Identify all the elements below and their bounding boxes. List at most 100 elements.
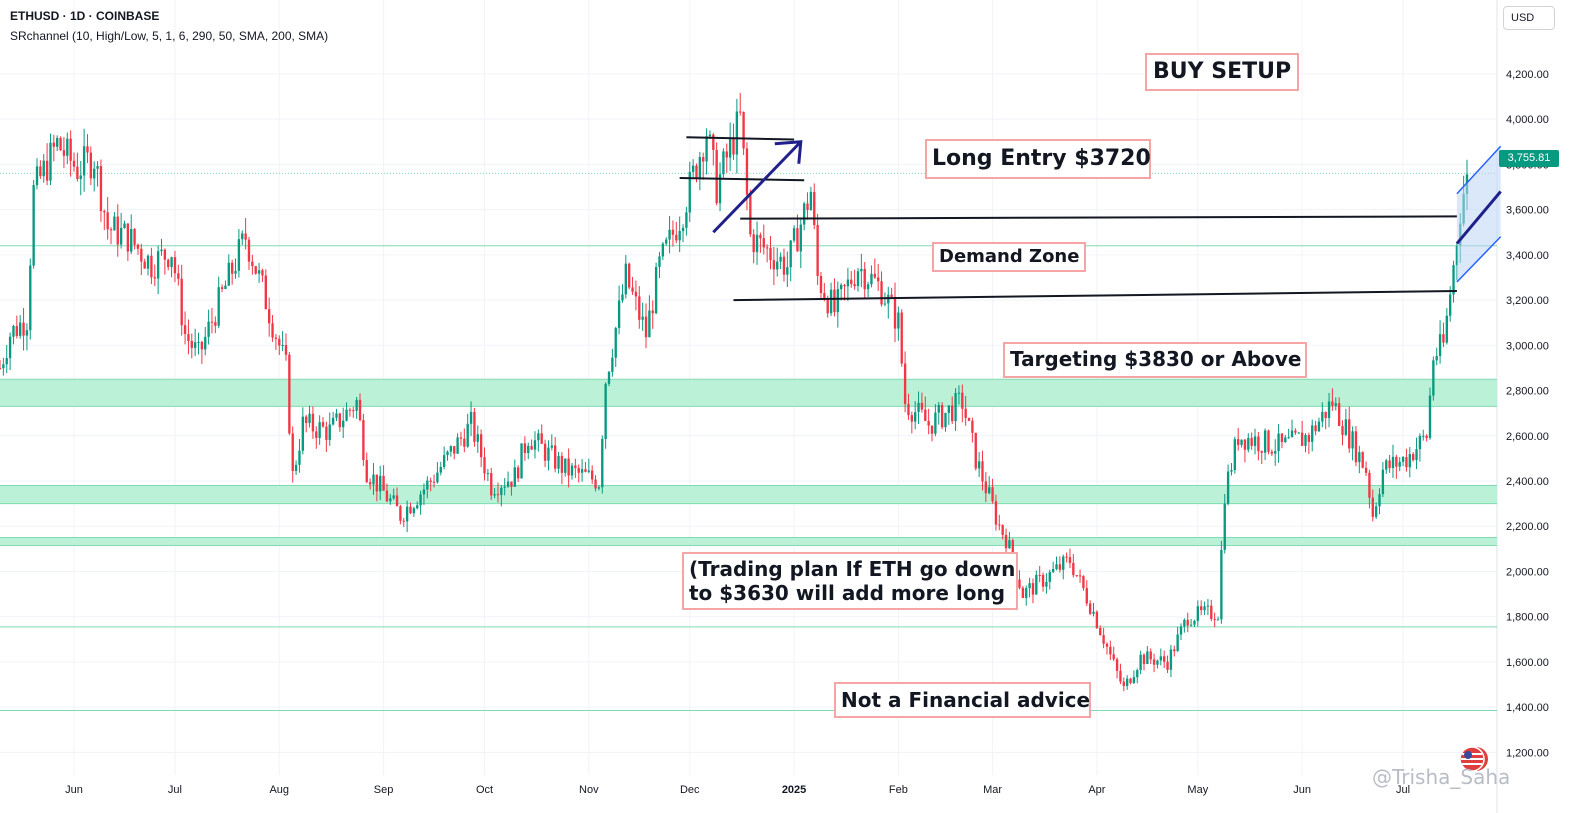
candle-body bbox=[1277, 433, 1280, 452]
candle-body bbox=[1169, 649, 1173, 670]
candle-body bbox=[1041, 574, 1045, 587]
candle-body bbox=[611, 357, 614, 372]
time-tick-label: Jul bbox=[168, 784, 182, 796]
candle-body bbox=[490, 473, 493, 496]
candle-body bbox=[1233, 439, 1237, 471]
candle-body bbox=[15, 325, 19, 336]
candle-body bbox=[877, 277, 880, 282]
candle-body bbox=[1385, 460, 1388, 470]
candle-body bbox=[806, 203, 809, 210]
candle-body bbox=[506, 481, 510, 487]
candle-body bbox=[274, 337, 278, 339]
candle-body bbox=[634, 291, 638, 297]
last-price-badge: 3,755.81 bbox=[1499, 150, 1559, 167]
drawings bbox=[679, 136, 1502, 302]
candle-body bbox=[1136, 670, 1139, 678]
candle-body bbox=[1051, 568, 1055, 573]
candle-body bbox=[500, 487, 503, 496]
candle-body bbox=[1058, 564, 1062, 570]
candle-body bbox=[924, 409, 927, 421]
candle-body bbox=[1166, 661, 1169, 670]
candle-body bbox=[762, 238, 765, 248]
candle-body bbox=[550, 445, 553, 448]
candle-body bbox=[732, 137, 735, 155]
candle-body bbox=[833, 289, 836, 313]
candle-body bbox=[937, 405, 940, 413]
time-tick-label: Mar bbox=[983, 784, 1002, 796]
candle-body bbox=[510, 481, 513, 487]
candle-body bbox=[1152, 659, 1156, 665]
candle-body bbox=[1327, 401, 1331, 419]
candle-body bbox=[1109, 646, 1112, 655]
candle-body bbox=[153, 277, 156, 279]
disclaimer-label[interactable]: Not a Financial advice bbox=[834, 682, 1091, 718]
candle-body bbox=[1156, 660, 1159, 665]
time-tick-label: Dec bbox=[680, 784, 700, 796]
targeting-label[interactable]: Targeting $3830 or Above bbox=[1003, 342, 1307, 378]
candle-body bbox=[395, 495, 399, 507]
candle-body bbox=[294, 464, 298, 471]
candle-body bbox=[917, 402, 920, 413]
trend-line bbox=[733, 290, 1457, 302]
candle-body bbox=[288, 354, 291, 434]
candle-body bbox=[718, 174, 722, 204]
candle-body bbox=[702, 157, 705, 162]
candle-body bbox=[553, 445, 557, 469]
candle-body bbox=[890, 294, 893, 297]
us-flag-icon[interactable] bbox=[1458, 745, 1490, 773]
buy-setup-label[interactable]: BUY SETUP bbox=[1145, 53, 1299, 91]
indicator-title[interactable]: SRchannel (10, High/Low, 5, 1, 6, 290, 5… bbox=[10, 29, 329, 43]
candle-body bbox=[998, 524, 1001, 526]
candle-body bbox=[86, 146, 89, 153]
candle-body bbox=[103, 211, 106, 213]
candle-body bbox=[745, 148, 749, 195]
candle-body bbox=[177, 273, 180, 279]
candle-body bbox=[658, 256, 661, 267]
candle-body bbox=[331, 417, 335, 425]
candle-body bbox=[981, 461, 984, 482]
candle-body bbox=[483, 457, 486, 474]
time-tick-label: Apr bbox=[1088, 784, 1105, 796]
candle-body bbox=[1418, 435, 1422, 450]
symbol-title[interactable]: ETHUSD · 1D · COINBASE bbox=[10, 9, 160, 23]
time-axis[interactable]: Jun Jul Aug Sep Oct Nov Dec 2025 Feb Mar Apr May Jun… bbox=[65, 784, 1410, 796]
candle-body bbox=[116, 216, 119, 245]
currency-selector[interactable]: USD bbox=[1503, 6, 1555, 30]
candle-body bbox=[503, 486, 506, 488]
candle-body bbox=[1274, 451, 1277, 454]
candle-body bbox=[66, 138, 69, 156]
candle-body bbox=[1173, 649, 1176, 652]
candle-body bbox=[119, 228, 123, 245]
channel-upper bbox=[1456, 145, 1502, 195]
candle-body bbox=[1321, 411, 1324, 422]
candle-body bbox=[1243, 439, 1247, 450]
candle-body bbox=[348, 409, 352, 411]
candle-body bbox=[29, 265, 32, 331]
candle-body bbox=[1398, 461, 1401, 467]
price-axis[interactable]: 1,200.00 1,400.00 1,600.00 1,800.00 2,000.00… bbox=[1506, 69, 1549, 759]
price-tick-label: 3,200.00 bbox=[1506, 295, 1549, 307]
candle-body bbox=[486, 473, 490, 475]
candle-body bbox=[839, 284, 843, 290]
trading-plan-label[interactable]: (Trading plan If ETH go down to $3630 wi… bbox=[682, 552, 1018, 610]
demand-zone-label[interactable]: Demand Zone bbox=[932, 242, 1086, 272]
long-entry-label[interactable]: Long Entry $3720 bbox=[925, 139, 1151, 179]
candle-body bbox=[1095, 611, 1099, 629]
candle-body bbox=[399, 506, 402, 521]
candle-body bbox=[527, 445, 530, 454]
candle-body bbox=[513, 467, 516, 487]
candle-body bbox=[816, 225, 819, 276]
candle-body bbox=[1065, 556, 1068, 558]
price-tick-label: 1,600.00 bbox=[1506, 657, 1549, 669]
candle-body bbox=[244, 233, 247, 240]
candle-body bbox=[1435, 356, 1438, 361]
candle-body bbox=[671, 229, 675, 235]
candle-body bbox=[298, 450, 301, 465]
candle-body bbox=[123, 223, 126, 229]
candle-body bbox=[456, 437, 459, 454]
candle-body bbox=[802, 203, 806, 225]
candle-body bbox=[1193, 620, 1196, 625]
candle-body bbox=[156, 251, 160, 279]
candle-body bbox=[35, 166, 39, 186]
